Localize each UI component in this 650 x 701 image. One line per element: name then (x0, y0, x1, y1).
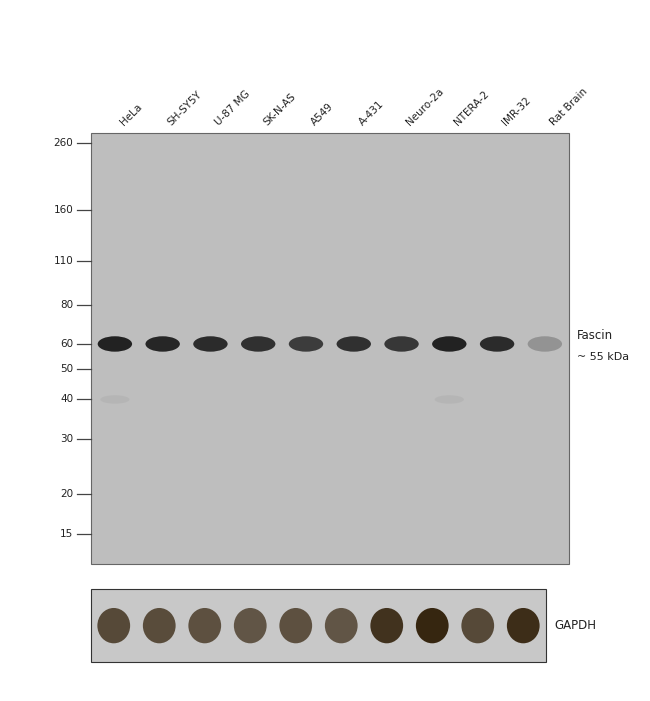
Ellipse shape (234, 608, 266, 644)
Ellipse shape (337, 336, 371, 352)
Text: A-431: A-431 (357, 99, 385, 128)
Ellipse shape (384, 336, 419, 352)
Text: 40: 40 (60, 395, 73, 404)
Text: 15: 15 (60, 529, 73, 538)
FancyBboxPatch shape (91, 133, 569, 564)
Text: HeLa: HeLa (118, 102, 144, 128)
Ellipse shape (462, 608, 494, 644)
Text: GAPDH: GAPDH (554, 619, 597, 632)
Text: SK-N-AS: SK-N-AS (261, 92, 298, 128)
Ellipse shape (370, 608, 403, 644)
Text: 20: 20 (60, 489, 73, 499)
Text: SH-SY5Y: SH-SY5Y (166, 90, 204, 128)
Text: 30: 30 (60, 434, 73, 444)
Ellipse shape (241, 336, 276, 352)
Ellipse shape (432, 336, 467, 352)
Text: 50: 50 (60, 364, 73, 374)
Ellipse shape (325, 608, 358, 644)
Ellipse shape (507, 608, 540, 644)
Text: 110: 110 (54, 256, 73, 266)
Text: 260: 260 (54, 138, 73, 149)
Ellipse shape (100, 395, 129, 404)
Text: 80: 80 (60, 299, 73, 310)
Text: A549: A549 (309, 102, 335, 128)
Ellipse shape (146, 336, 180, 352)
Text: Neuro-2a: Neuro-2a (405, 86, 446, 128)
Ellipse shape (528, 336, 562, 352)
Text: 60: 60 (60, 339, 73, 349)
Ellipse shape (416, 608, 448, 644)
FancyBboxPatch shape (91, 589, 546, 662)
Text: IMR-32: IMR-32 (500, 95, 532, 128)
Text: Fascin: Fascin (577, 329, 614, 342)
Ellipse shape (193, 336, 227, 352)
Ellipse shape (98, 608, 130, 644)
Text: NTERA-2: NTERA-2 (452, 89, 491, 128)
Text: U-87 MG: U-87 MG (214, 89, 252, 128)
Ellipse shape (143, 608, 176, 644)
Ellipse shape (435, 395, 464, 404)
Ellipse shape (289, 336, 323, 352)
Ellipse shape (480, 336, 514, 352)
Text: 160: 160 (54, 205, 73, 215)
Ellipse shape (280, 608, 312, 644)
Text: Rat Brain: Rat Brain (548, 86, 589, 128)
Ellipse shape (98, 336, 132, 352)
Text: ~ 55 kDa: ~ 55 kDa (577, 352, 629, 362)
Ellipse shape (188, 608, 221, 644)
